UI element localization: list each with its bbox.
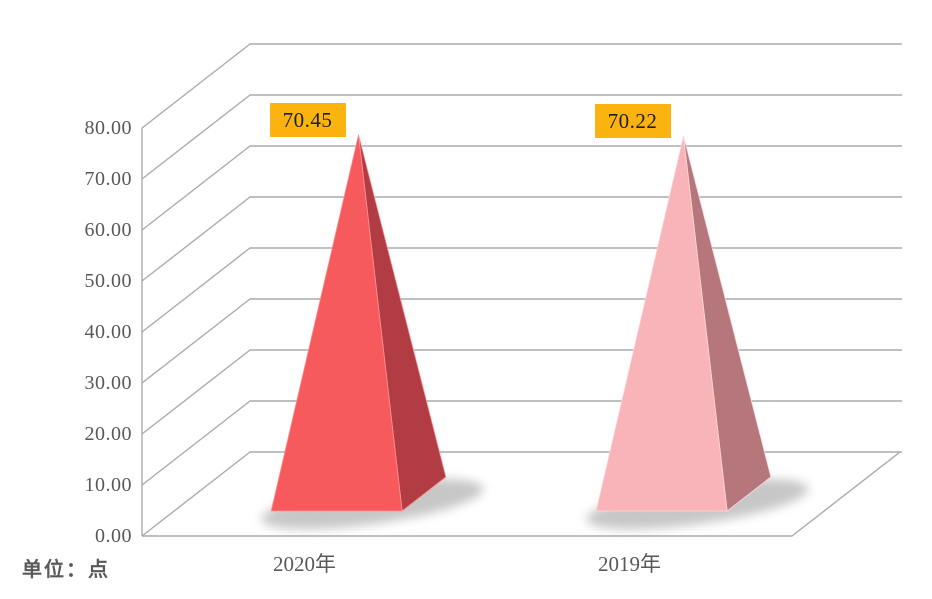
y-tick-label-10-00: 10.00 [84, 474, 132, 496]
y-tick-label-50-00: 50.00 [84, 270, 132, 292]
y-tick-label-0-00: 0.00 [95, 525, 132, 547]
gridline [141, 349, 902, 435]
floor-edge [142, 451, 901, 537]
y-tick-label-20-00: 20.00 [84, 423, 132, 445]
gridline [141, 196, 902, 282]
pyramid-2019 [586, 135, 809, 530]
category-label-2019: 2019年 [598, 552, 661, 576]
gridline [141, 247, 902, 333]
gridline [141, 298, 902, 384]
pyramid-2020 [261, 134, 484, 530]
gridlines-and-walls [141, 43, 902, 537]
pyramid-front-face [595, 135, 728, 512]
y-tick-label-70-00: 70.00 [84, 168, 132, 190]
y-tick-label-80-00: 80.00 [84, 117, 132, 139]
pyramid-front-face [270, 134, 403, 512]
pyramid-series [261, 134, 809, 530]
gridline [141, 145, 902, 231]
y-tick-label-40-00: 40.00 [84, 321, 132, 343]
gridline [141, 400, 902, 486]
gridline [141, 43, 902, 129]
y-tick-label-30-00: 30.00 [84, 372, 132, 394]
data-label-2020: 70.45 [269, 102, 346, 137]
data-label-2019: 70.22 [594, 103, 671, 138]
y-tick-label-60-00: 60.00 [84, 219, 132, 241]
gridline [141, 94, 902, 180]
category-label-2020: 2020年 [273, 552, 336, 576]
unit-label: 单位：点 [22, 559, 110, 581]
